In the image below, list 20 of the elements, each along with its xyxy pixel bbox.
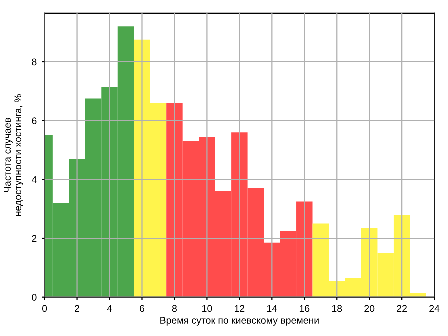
x-tick-label: 6 — [140, 305, 145, 312]
y-tick-label: 2 — [32, 235, 37, 242]
y-tick-label: 6 — [32, 118, 37, 124]
x-tick-label: 0 — [42, 305, 48, 312]
x-tick-label: 8 — [172, 305, 177, 312]
y-axis-title: Частота случаев недоступности хостинга, % — [4, 94, 24, 216]
x-tick-label: 18 — [332, 305, 342, 312]
x-tick-label: 4 — [107, 305, 112, 312]
y-tick-label: 4 — [32, 176, 37, 184]
x-tick-label: 24 — [430, 305, 440, 312]
x-tick-label: 10 — [202, 305, 212, 312]
x-tick-label: 20 — [364, 305, 375, 312]
y-tick-label: 8 — [32, 58, 37, 66]
x-tick-label: 14 — [267, 305, 278, 312]
x-axis-title: Время суток по киевскому времени — [160, 317, 319, 326]
x-tick-label: 12 — [235, 305, 245, 312]
y-tick-label: 0 — [32, 294, 37, 301]
x-tick-label: 16 — [300, 305, 310, 312]
x-tick-label: 2 — [75, 305, 80, 312]
x-tick-label: 22 — [397, 305, 407, 312]
